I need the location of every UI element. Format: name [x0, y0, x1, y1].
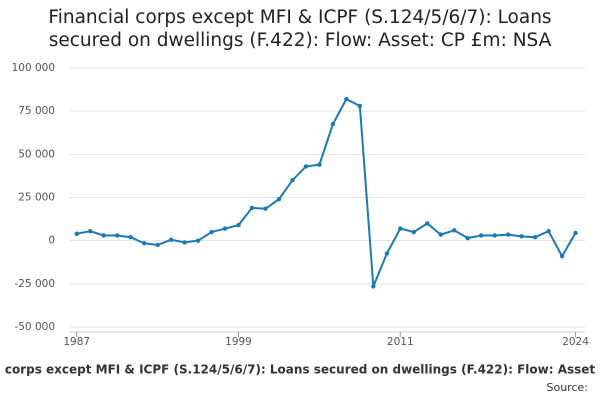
- x-axis-label: corps except MFI & ICPF (S.124/5/6/7): L…: [5, 363, 596, 377]
- point: [452, 228, 457, 233]
- point: [438, 232, 443, 237]
- x-tick-label: 2011: [387, 336, 414, 348]
- y-tick-label: 0: [48, 235, 55, 247]
- point: [371, 284, 376, 289]
- point: [236, 222, 241, 228]
- point: [168, 237, 174, 243]
- line: [76, 97, 577, 287]
- x-tick-label: 1987: [63, 336, 90, 348]
- y-tick-label: 25 000: [18, 192, 55, 204]
- point: [398, 226, 403, 231]
- point: [195, 238, 201, 243]
- point: [559, 254, 565, 259]
- point: [88, 228, 93, 234]
- y-tick-label: 50 000: [18, 148, 55, 160]
- point: [478, 233, 484, 238]
- point: [182, 240, 187, 245]
- point: [209, 229, 214, 235]
- point: [263, 206, 268, 211]
- point: [303, 164, 309, 169]
- point: [465, 235, 470, 241]
- y-tick-label: 100 000: [12, 62, 55, 74]
- point: [357, 103, 363, 109]
- point: [492, 233, 497, 238]
- point: [290, 178, 295, 183]
- point: [155, 242, 160, 248]
- point: [101, 233, 106, 238]
- point: [519, 234, 524, 239]
- point: [546, 228, 551, 234]
- point: [276, 197, 282, 202]
- point: [222, 226, 228, 231]
- point: [411, 229, 416, 235]
- point: [384, 251, 390, 256]
- point: [128, 235, 133, 240]
- point: [74, 231, 79, 236]
- chart-title: Financial corps except MFI & ICPF (S.124…: [48, 7, 552, 51]
- point: [532, 235, 538, 240]
- point: [317, 162, 322, 167]
- point: [425, 221, 430, 226]
- point: [330, 121, 336, 127]
- source: Source:: [547, 381, 589, 394]
- point: [249, 205, 255, 211]
- point: [141, 241, 147, 246]
- point: [114, 233, 120, 238]
- point: [505, 232, 511, 237]
- point: [573, 230, 578, 236]
- x-tick-label: 1999: [225, 336, 252, 348]
- y-tick-label: 75 000: [18, 105, 55, 117]
- y-tick-label: -25 000: [14, 278, 55, 290]
- x-tick-label: 2024: [562, 336, 589, 348]
- y-tick-label: -50 000: [14, 321, 55, 333]
- point: [344, 96, 349, 102]
